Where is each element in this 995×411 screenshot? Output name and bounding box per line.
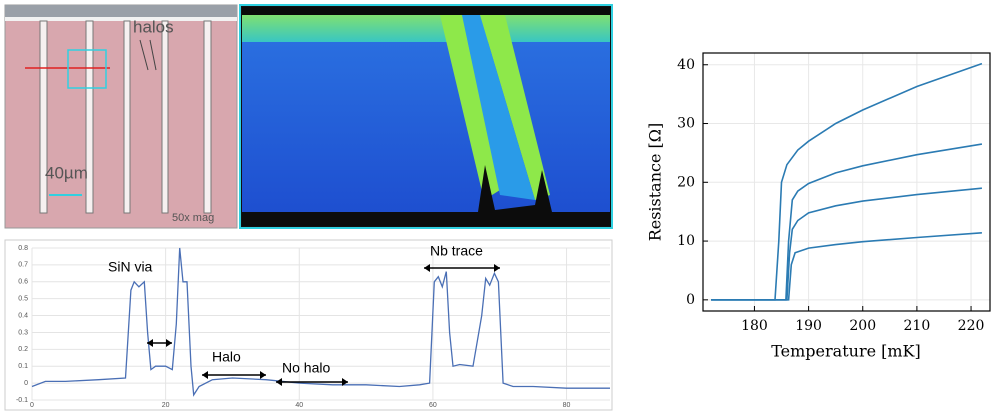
data-line bbox=[711, 62, 983, 301]
x-tick-label: 0 bbox=[30, 402, 34, 409]
data-line bbox=[711, 187, 982, 301]
annotation: No halo bbox=[282, 360, 330, 376]
x-tick-label: 40 bbox=[295, 402, 303, 409]
y-tick-label: 0.8 bbox=[18, 245, 28, 252]
x-tick-label: 60 bbox=[429, 402, 437, 409]
annotation: Nb trace bbox=[430, 243, 483, 259]
y-tick-label: 0 bbox=[24, 380, 28, 387]
data-line bbox=[711, 143, 983, 301]
label: 50x mag bbox=[172, 212, 214, 224]
y-tick-label: 40 bbox=[677, 57, 695, 73]
y-tick-label: -0.1 bbox=[16, 397, 28, 404]
annotation: Halo bbox=[212, 349, 241, 365]
x-tick-label: 200 bbox=[849, 318, 876, 334]
y-tick-label: 0.4 bbox=[18, 312, 28, 319]
y-tick-label: 0.3 bbox=[18, 329, 28, 336]
label: 40µm bbox=[45, 163, 88, 182]
y-tick-label: 0.6 bbox=[18, 279, 28, 286]
y-tick-label: 0.1 bbox=[18, 363, 28, 370]
plot-frame bbox=[4, 239, 613, 411]
x-tick-label: 180 bbox=[741, 318, 768, 334]
label: halos bbox=[133, 17, 174, 36]
y-tick-label: 30 bbox=[677, 116, 695, 132]
y-tick-label: 20 bbox=[677, 174, 695, 190]
micrograph: halos 40µm 50x mag bbox=[4, 4, 238, 229]
y-tick-label: 10 bbox=[677, 233, 695, 249]
data-line bbox=[711, 232, 982, 301]
surface-image bbox=[239, 4, 613, 229]
y-tick-label: 0.7 bbox=[18, 262, 28, 269]
y-tick-label: 0.5 bbox=[18, 296, 28, 303]
y-tick-label: 0.2 bbox=[18, 346, 28, 353]
x-tick-label: 190 bbox=[795, 318, 822, 334]
y-axis-label: Resistance [Ω] bbox=[646, 123, 665, 242]
x-tick-label: 210 bbox=[904, 318, 931, 334]
x-tick-label: 220 bbox=[958, 318, 985, 334]
x-tick-label: 80 bbox=[563, 402, 571, 409]
x-tick-label: 20 bbox=[162, 402, 170, 409]
annotation: SiN via bbox=[108, 259, 153, 275]
arrow-head bbox=[147, 339, 172, 347]
y-tick-label: 0 bbox=[686, 292, 695, 308]
x-axis-label: Temperature [mK] bbox=[771, 342, 921, 361]
